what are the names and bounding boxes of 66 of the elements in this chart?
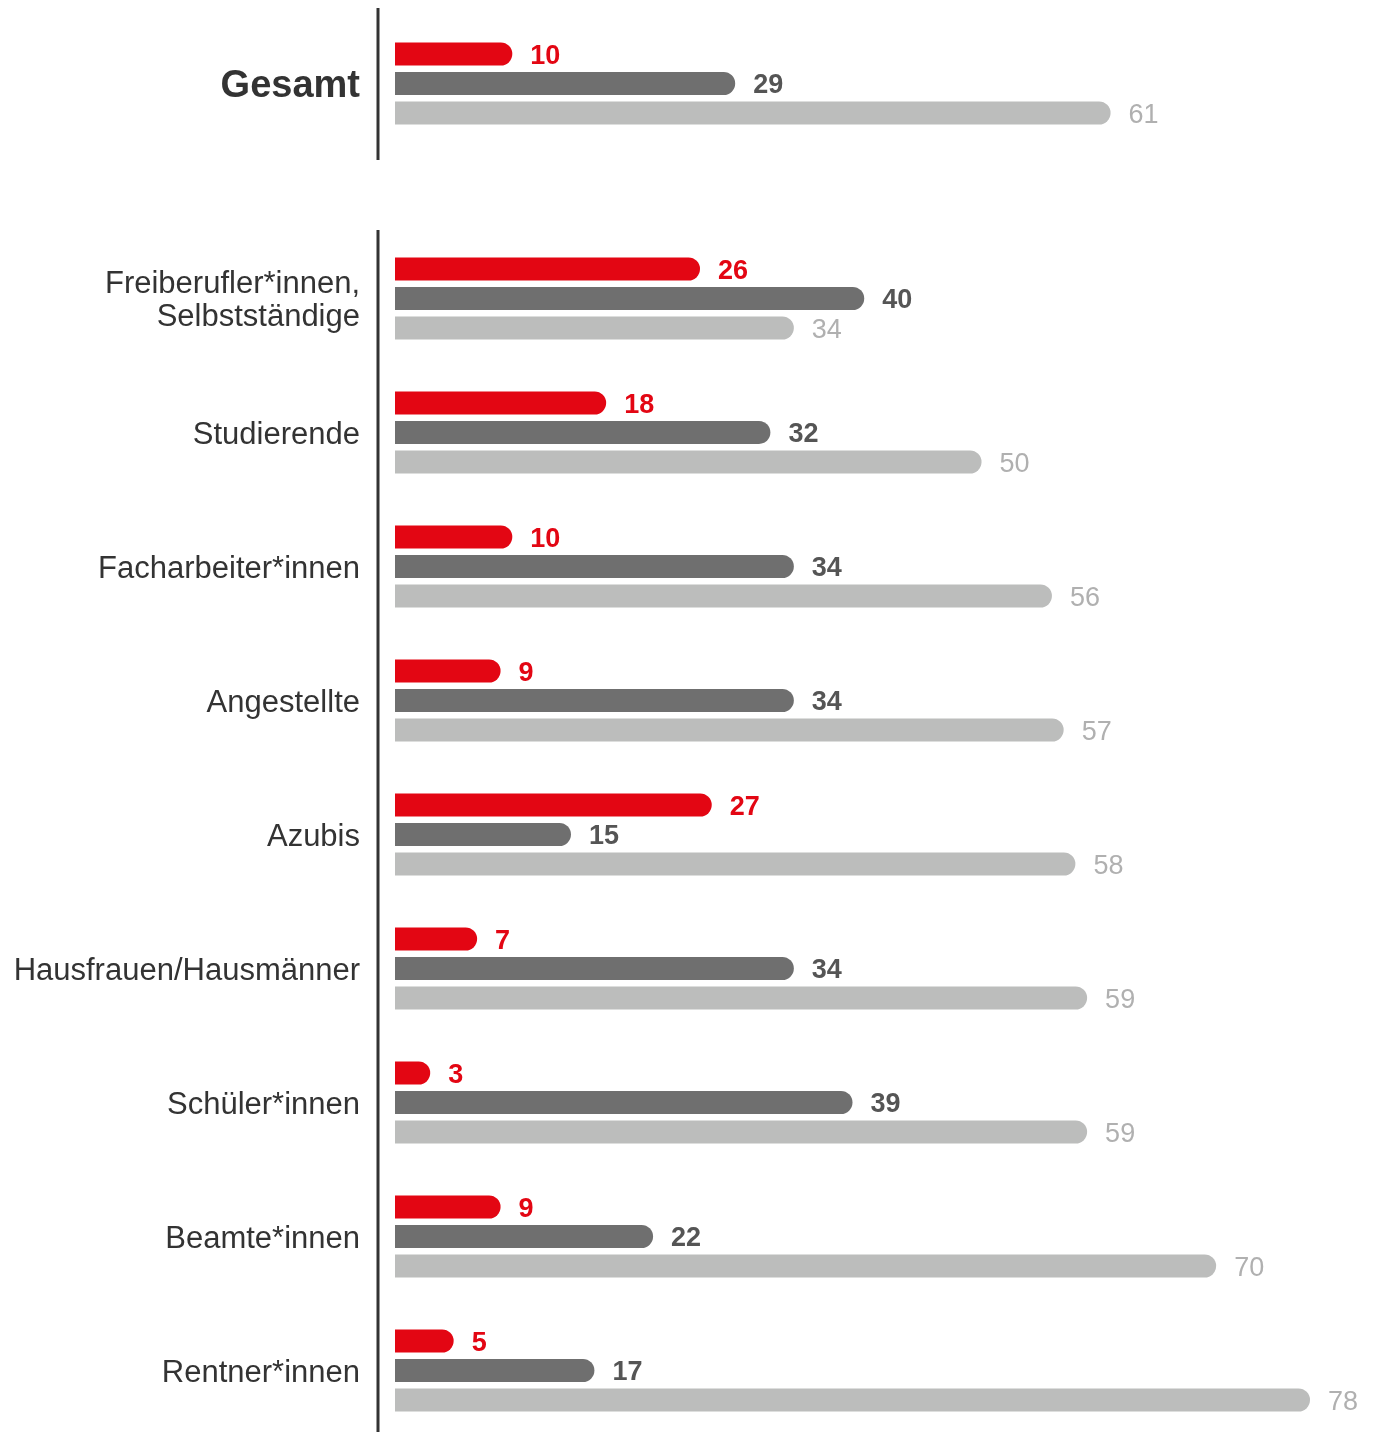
bar bbox=[395, 391, 607, 415]
data-label: 7 bbox=[495, 924, 511, 955]
data-label: 17 bbox=[612, 1356, 643, 1387]
bar bbox=[395, 421, 771, 444]
bar bbox=[395, 986, 1088, 1010]
y-tick-label: Studierende bbox=[192, 415, 360, 451]
data-label: 9 bbox=[518, 1192, 534, 1223]
data-label: 40 bbox=[882, 284, 913, 315]
data-label: 59 bbox=[1105, 983, 1136, 1014]
data-label: 27 bbox=[729, 790, 760, 821]
y-tick-label: Hausfrauen/Hausmänner bbox=[13, 951, 360, 987]
data-label: 18 bbox=[624, 388, 655, 419]
bar bbox=[395, 1388, 1310, 1412]
bar bbox=[395, 823, 571, 846]
data-label: 32 bbox=[788, 418, 819, 449]
y-tick-label: Facharbeiter*innen bbox=[98, 549, 360, 585]
bar bbox=[395, 852, 1076, 876]
data-label: 15 bbox=[588, 820, 620, 851]
bar bbox=[395, 1120, 1088, 1144]
bar bbox=[395, 957, 794, 980]
bar bbox=[395, 1359, 595, 1382]
data-label: 3 bbox=[448, 1058, 464, 1089]
data-label: 29 bbox=[753, 69, 784, 100]
y-tick-label: Beamte*innen bbox=[165, 1219, 360, 1255]
bar bbox=[395, 793, 712, 817]
y-tick-label: Schüler*innen bbox=[166, 1085, 360, 1121]
data-label: 5 bbox=[471, 1326, 487, 1357]
bar bbox=[395, 584, 1052, 608]
bar bbox=[395, 927, 478, 951]
bar bbox=[395, 450, 982, 474]
data-label: 10 bbox=[530, 522, 561, 553]
data-label: 34 bbox=[811, 552, 842, 583]
data-label: 58 bbox=[1093, 849, 1124, 880]
data-label: 61 bbox=[1128, 98, 1159, 129]
data-label: 10 bbox=[530, 39, 561, 70]
bar bbox=[395, 1225, 654, 1248]
y-tick-label: Freiberufler*innen, Selbstständige bbox=[104, 265, 360, 334]
data-label: 78 bbox=[1328, 1385, 1359, 1416]
y-tick-label: Azubis bbox=[266, 817, 360, 853]
data-label: 70 bbox=[1234, 1251, 1265, 1282]
data-label: 34 bbox=[811, 954, 842, 985]
data-label: 34 bbox=[811, 686, 842, 717]
bar bbox=[395, 316, 794, 340]
y-tick-label: Angestellte bbox=[206, 683, 360, 719]
data-label: 50 bbox=[999, 447, 1030, 478]
bar bbox=[395, 1329, 454, 1353]
data-label: 26 bbox=[718, 254, 749, 285]
data-label: 39 bbox=[870, 1088, 901, 1119]
bar bbox=[395, 555, 794, 578]
bar bbox=[395, 257, 700, 281]
data-label: 59 bbox=[1105, 1117, 1136, 1148]
bar bbox=[395, 689, 794, 712]
bar bbox=[395, 525, 513, 549]
data-label: 57 bbox=[1081, 715, 1112, 746]
bar bbox=[395, 1091, 853, 1114]
bar bbox=[395, 1195, 501, 1219]
y-tick-label: Rentner*innen bbox=[161, 1353, 360, 1389]
data-label: 56 bbox=[1069, 581, 1100, 612]
data-label: 34 bbox=[811, 313, 842, 344]
data-label: 22 bbox=[671, 1222, 702, 1253]
bar bbox=[395, 718, 1064, 742]
bar bbox=[395, 1254, 1217, 1278]
data-label: 9 bbox=[518, 656, 534, 687]
y-tick-label: Gesamt bbox=[220, 63, 361, 106]
bar bbox=[395, 659, 501, 683]
bar bbox=[395, 287, 865, 310]
